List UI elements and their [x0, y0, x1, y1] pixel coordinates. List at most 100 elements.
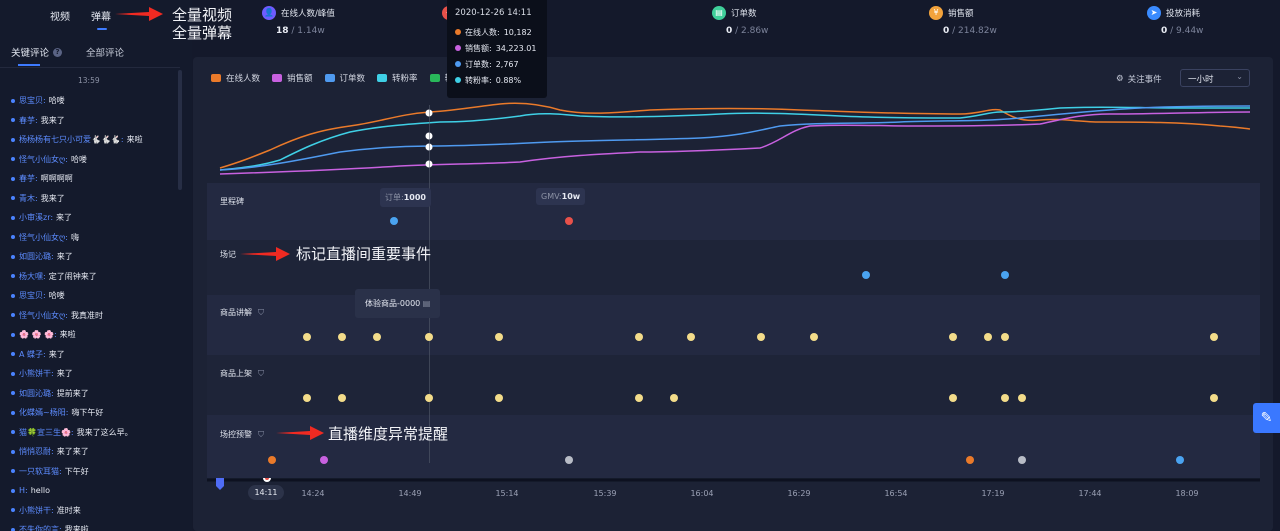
comment-user[interactable]: 杨杨杨有七只小可爱🐇🐇🐇: — [19, 135, 124, 145]
comment-user[interactable]: 思宝贝: — [19, 291, 46, 301]
axis-tick: 14:24 — [301, 489, 325, 498]
event-marker[interactable] — [268, 456, 276, 464]
legend-item[interactable]: 转粉率 — [377, 72, 418, 84]
legend-label: 在线人数 — [226, 74, 261, 84]
event-marker[interactable] — [1001, 394, 1009, 402]
comment-dot — [11, 332, 15, 337]
tab-all-comments[interactable]: 全部评论 — [86, 48, 125, 59]
legend-item[interactable]: 销售额 — [272, 72, 313, 84]
comment-item: 思宝贝: 哈喽 — [0, 286, 178, 306]
comment-user[interactable]: 不失你的言: — [19, 525, 62, 531]
comment-user[interactable]: 小熊饼干: — [19, 369, 54, 379]
comment-user[interactable]: 杨大嘿: — [19, 271, 46, 281]
tab-video[interactable]: 视频 — [50, 12, 70, 23]
scrollbar[interactable] — [178, 70, 182, 190]
comment-user[interactable]: 思宝贝: — [19, 96, 46, 106]
comment-user[interactable]: 悄悄忍耐: — [19, 447, 54, 457]
event-marker[interactable] — [687, 333, 695, 341]
event-marker[interactable] — [320, 456, 328, 464]
event-marker[interactable] — [390, 217, 398, 225]
event-marker[interactable] — [949, 394, 957, 402]
stat-head: ➤ 投放消耗 — [1147, 6, 1203, 20]
comment-item: 如圆沁璐: 来了 — [0, 247, 178, 267]
annotation-dimension-alert: 直播维度异常提醒 — [328, 425, 449, 443]
event-marker[interactable] — [1210, 394, 1218, 402]
time-axis[interactable]: 14:11 14:24 14:49 15:14 15:39 16:04 16:29 16:5… — [207, 478, 1260, 508]
filter-icon[interactable]: ⛉ — [258, 429, 264, 439]
legend-item[interactable]: 在线人数 — [211, 72, 260, 84]
event-marker[interactable] — [373, 333, 381, 341]
legend-item[interactable]: 订单数 — [324, 72, 365, 84]
event-marker[interactable] — [425, 333, 433, 341]
comment-user[interactable]: 猫🍀宣三生🌸: — [19, 427, 74, 437]
comment-user[interactable]: 春芋: — [19, 115, 38, 125]
event-marker[interactable] — [495, 394, 503, 402]
time-range-select[interactable]: 一小时 ⌄ — [1180, 69, 1250, 87]
event-marker[interactable] — [966, 456, 974, 464]
event-marker[interactable] — [1018, 394, 1026, 402]
event-marker[interactable] — [425, 394, 433, 402]
focus-event-button[interactable]: ⚙ 关注事件 — [1116, 73, 1162, 85]
stat-card: ¥ 销售额 0 / 214.82w — [929, 6, 997, 36]
comment-user[interactable]: 如圆沁璐: — [19, 388, 54, 398]
comment-text: 啊啊啊啊 — [40, 174, 73, 184]
event-marker[interactable] — [338, 394, 346, 402]
filter-icon[interactable]: ⛉ — [258, 307, 264, 317]
event-marker[interactable] — [1001, 271, 1009, 279]
event-marker[interactable] — [303, 333, 311, 341]
event-marker[interactable] — [810, 333, 818, 341]
event-marker[interactable] — [984, 333, 992, 341]
comment-dot — [11, 449, 15, 454]
tab-active-indicator — [97, 28, 107, 30]
comment-user[interactable]: H: — [19, 486, 28, 496]
event-marker[interactable] — [1018, 456, 1026, 464]
comment-user[interactable]: 春芋: — [19, 174, 38, 184]
event-marker[interactable] — [670, 394, 678, 402]
tab-key-comments[interactable]: 关键评论 ? — [11, 45, 63, 59]
event-marker[interactable] — [757, 333, 765, 341]
comment-user[interactable]: 怪气小仙女ღ: — [19, 154, 68, 164]
tooltip-row: 转粉率: 0.88% — [455, 72, 539, 88]
tab-danmu[interactable]: 弹幕 — [91, 12, 111, 23]
comment-item: 不失你的言: 我来啦 — [0, 520, 178, 531]
comment-user[interactable]: 怪气小仙女ღ: — [19, 232, 68, 242]
comment-user[interactable]: 小熊饼干: — [19, 505, 54, 515]
event-marker[interactable] — [1210, 333, 1218, 341]
event-marker[interactable] — [565, 456, 573, 464]
comment-user[interactable]: 一只软耳猫: — [19, 466, 62, 476]
event-marker[interactable] — [565, 217, 573, 225]
event-marker[interactable] — [1001, 333, 1009, 341]
comment-dot — [11, 410, 15, 415]
event-marker[interactable] — [1176, 456, 1184, 464]
event-marker[interactable] — [635, 394, 643, 402]
comment-dot — [11, 274, 15, 279]
comment-text: 我来啦 — [64, 525, 89, 531]
comment-item: 小审溪zr: 来了 — [0, 208, 178, 228]
event-marker[interactable] — [949, 333, 957, 341]
comment-user[interactable]: 怪气小仙女ღ: — [19, 310, 68, 320]
comment-item: 杨大嘿: 定了闹钟来了 — [0, 267, 178, 287]
comments-timestamp: 13:59 — [78, 76, 100, 85]
event-marker[interactable] — [303, 394, 311, 402]
event-marker[interactable] — [635, 333, 643, 341]
comment-text: 下午好 — [64, 466, 89, 476]
comment-user[interactable]: 如圆沁璐: — [19, 252, 54, 262]
edit-button[interactable]: ✎ — [1253, 403, 1280, 433]
event-marker[interactable] — [338, 333, 346, 341]
tooltip-rows: 在线人数: 10,182 销售额: 34,223.01 订单数: 2,767 转粉率: 0.8… — [455, 24, 539, 88]
info-icon[interactable]: ? — [53, 47, 63, 57]
comment-user[interactable]: 🌸 🌸 🌸: — [19, 330, 57, 340]
comment-text: 哈喽 — [48, 96, 65, 106]
comment-user[interactable]: 小审溪zr: — [19, 213, 54, 223]
comment-item: 春芋: 我来了 — [0, 111, 178, 131]
comment-user[interactable]: 青木: — [19, 193, 38, 203]
event-marker[interactable] — [862, 271, 870, 279]
gear-icon: ⚙ — [1116, 74, 1124, 84]
range-handle-icon — [216, 478, 224, 490]
comment-user[interactable]: 化蝶嫣~杨阳: — [19, 408, 69, 418]
stat-total: / 2.86w — [732, 26, 769, 36]
comment-user[interactable]: A 蝶子: — [19, 349, 46, 359]
event-marker[interactable] — [495, 333, 503, 341]
annotation-full-danmu: 全量弹幕 — [172, 24, 233, 42]
filter-icon[interactable]: ⛉ — [258, 368, 264, 378]
